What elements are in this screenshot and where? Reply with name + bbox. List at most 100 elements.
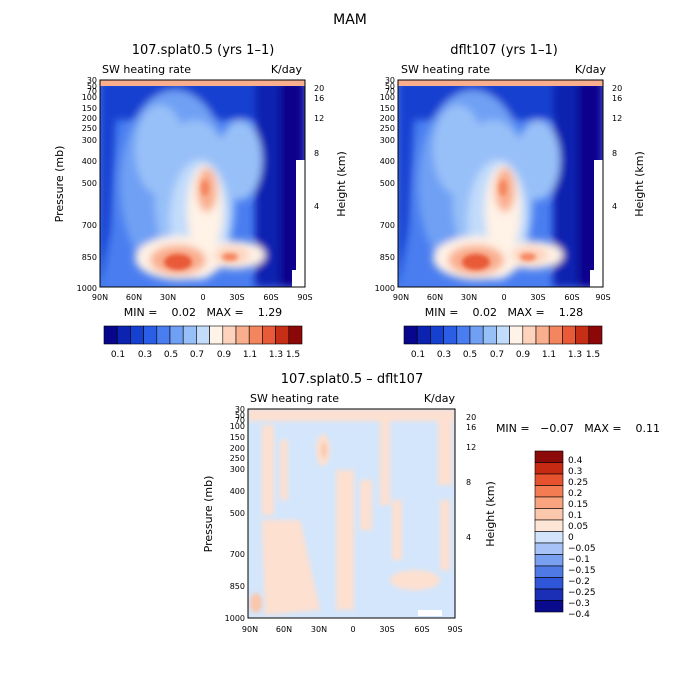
panel-2-cb-label-7: 1.5 <box>586 350 600 360</box>
panel-3-cb-label-4: 0.15 <box>568 500 588 510</box>
panel-3-colorbar <box>534 450 564 613</box>
panel-3-ytick-100: 100 <box>230 422 245 431</box>
panel-2-title: dflt107 (yrs 1–1) <box>450 43 558 58</box>
panel-1-colorbar-swatch-14 <box>288 325 303 345</box>
panel-3-y2tick-20: 20 <box>466 413 476 422</box>
panel-2-xtick-60s: 60S <box>564 293 579 302</box>
panel-1-y2tick-20: 20 <box>314 84 324 93</box>
panel-2-colorbar-swatch-13 <box>575 325 590 345</box>
panel-1-colorbar-swatch-3 <box>143 325 158 345</box>
panel-2-field-label: SW heating rate <box>401 63 490 76</box>
panel-2-ytick-250: 250 <box>380 124 395 133</box>
panel-2-colorbar-swatch-8 <box>509 325 524 345</box>
panel-3-colorbar-swatch-13 <box>534 600 564 613</box>
panel-1-units: K/day <box>271 63 303 76</box>
panel-2-colorbar-swatch-5 <box>469 325 484 345</box>
panel-1-xtick-60s: 60S <box>263 293 278 302</box>
panel-3-ytick-700: 700 <box>230 550 245 559</box>
panel-2-cb-label-0: 0.1 <box>411 350 425 360</box>
panel-3-ytick-50: 50 <box>235 411 245 420</box>
panel-1-xtick-90n: 90N <box>92 293 108 302</box>
panel-1-ytick-30: 30 <box>87 76 97 85</box>
panel-1-y2tick-8: 8 <box>314 149 319 158</box>
panel-2-xtick-0: 0 <box>501 293 506 302</box>
panel-2-cb-label-1: 0.3 <box>437 350 451 360</box>
panel-2-y2tick-8: 8 <box>612 149 617 158</box>
panel-3-y2tick-4: 4 <box>466 533 471 542</box>
panel-3-ytick-70: 70 <box>235 416 245 425</box>
panel-1-ytick-50: 50 <box>87 82 97 91</box>
panel-1-colorbar-swatch-1 <box>116 325 131 345</box>
panel-2-colorbar-swatch-0 <box>403 325 418 345</box>
panel-3-field-label: SW heating rate <box>250 392 339 405</box>
panel-1-cb-label-4: 0.9 <box>217 350 232 360</box>
panel-2-colorbar-swatch-11 <box>548 325 563 345</box>
panel-2-xtick-90n: 90N <box>393 293 409 302</box>
panel-2-ytick-850: 850 <box>380 253 395 262</box>
panel-2-xtick-30s: 30S <box>530 293 545 302</box>
panel-3-cb-label-2: 0.25 <box>568 478 588 488</box>
panel-3-xtick-60s: 60S <box>414 625 429 634</box>
panel-1-ytick-250: 250 <box>82 124 97 133</box>
panel-1-xtick-90s: 90S <box>297 293 312 302</box>
panel-3-ytick-400: 400 <box>230 487 245 496</box>
panel-1-ytick-700: 700 <box>82 221 97 230</box>
panel-2-xtick-60n: 60N <box>427 293 443 302</box>
panel-3-ytick-200: 200 <box>230 444 245 453</box>
panel-3-cb-label-13: −0.3 <box>568 599 590 609</box>
panel-1-colorbar-swatch-8 <box>209 325 224 345</box>
panel-3-ytick-250: 250 <box>230 454 245 463</box>
panel-2-colorbar-swatch-3 <box>443 325 458 345</box>
panel-2-xtick-90s: 90S <box>595 293 610 302</box>
panel-3-xtick-30s: 30S <box>379 625 394 634</box>
panel-3-cb-label-14: −0.4 <box>568 610 590 620</box>
panel-2-xtick-30n: 30N <box>461 293 477 302</box>
panel-1-ytick-1000: 1000 <box>77 284 97 293</box>
panel-1-ytick-100: 100 <box>82 93 97 102</box>
panel-3-colorbar-swatch-5 <box>534 508 564 521</box>
panel-1-ytick-500: 500 <box>82 179 97 188</box>
panel-1-ytick-850: 850 <box>82 253 97 262</box>
panel-1-ylabel: Pressure (mb) <box>53 146 66 223</box>
panel-3-ytick-850: 850 <box>230 582 245 591</box>
panel-3-ytick-1000: 1000 <box>225 614 245 623</box>
panel-2-units: K/day <box>575 63 607 76</box>
panel-2-stats: MIN = 0.02 MAX = 1.28 <box>425 306 583 319</box>
panel-1-stats: MIN = 0.02 MAX = 1.29 <box>124 306 282 319</box>
panel-2-y2tick-4: 4 <box>612 202 617 211</box>
panel-2-cb-label-3: 0.7 <box>490 350 504 360</box>
panel-1-ytick-150: 150 <box>82 104 97 113</box>
panel-1-colorbar-swatch-7 <box>196 325 210 345</box>
panel-1-cb-label-2: 0.5 <box>164 350 178 360</box>
panel-1-colorbar-swatch-4 <box>156 325 171 345</box>
panel-1-cb-label-6: 1.3 <box>269 350 283 360</box>
panel-3-xtick-0: 0 <box>350 625 355 634</box>
panel-3-colorbar-swatch-0 <box>534 450 564 463</box>
panel-2-cb-label-6: 1.3 <box>568 350 582 360</box>
panel-1-colorbar-swatch-0 <box>103 325 118 345</box>
panel-3-colorbar-swatch-12 <box>534 588 564 601</box>
panel-1-y2tick-4: 4 <box>314 202 319 211</box>
panel-3-colorbar-swatch-1 <box>534 462 564 475</box>
panel-3-y2tick-8: 8 <box>466 478 471 487</box>
panel-1-title: 107.splat0.5 (yrs 1–1) <box>132 43 275 58</box>
panel-3-y2label: Height (km) <box>484 481 497 547</box>
panel-2-y2tick-12: 12 <box>612 114 622 123</box>
panel-1-xtick-0: 0 <box>200 293 205 302</box>
panel-3-colorbar-swatch-4 <box>534 496 564 509</box>
panel-2-y2label: Height (km) <box>633 151 646 217</box>
panel-2-ytick-500: 500 <box>380 179 395 188</box>
panel-3-cb-label-8: −0.05 <box>568 544 596 554</box>
panel-3-ylabel: Pressure (mb) <box>202 476 215 553</box>
panel-3-ytick-300: 300 <box>230 465 245 474</box>
panel-3-contour-field <box>248 409 455 618</box>
panel-3-colorbar-swatch-11 <box>534 577 564 590</box>
panel-2-colorbar-swatch-9 <box>522 325 537 345</box>
panel-3-colorbar-swatch-3 <box>534 485 564 498</box>
panel-1-colorbar-swatch-2 <box>130 325 144 345</box>
panel-2-colorbar-swatch-12 <box>562 325 576 345</box>
panel-3-cb-label-3: 0.2 <box>568 489 582 499</box>
panel-2-colorbar-swatch-6 <box>482 325 497 345</box>
panel-1-ytick-200: 200 <box>82 114 97 123</box>
